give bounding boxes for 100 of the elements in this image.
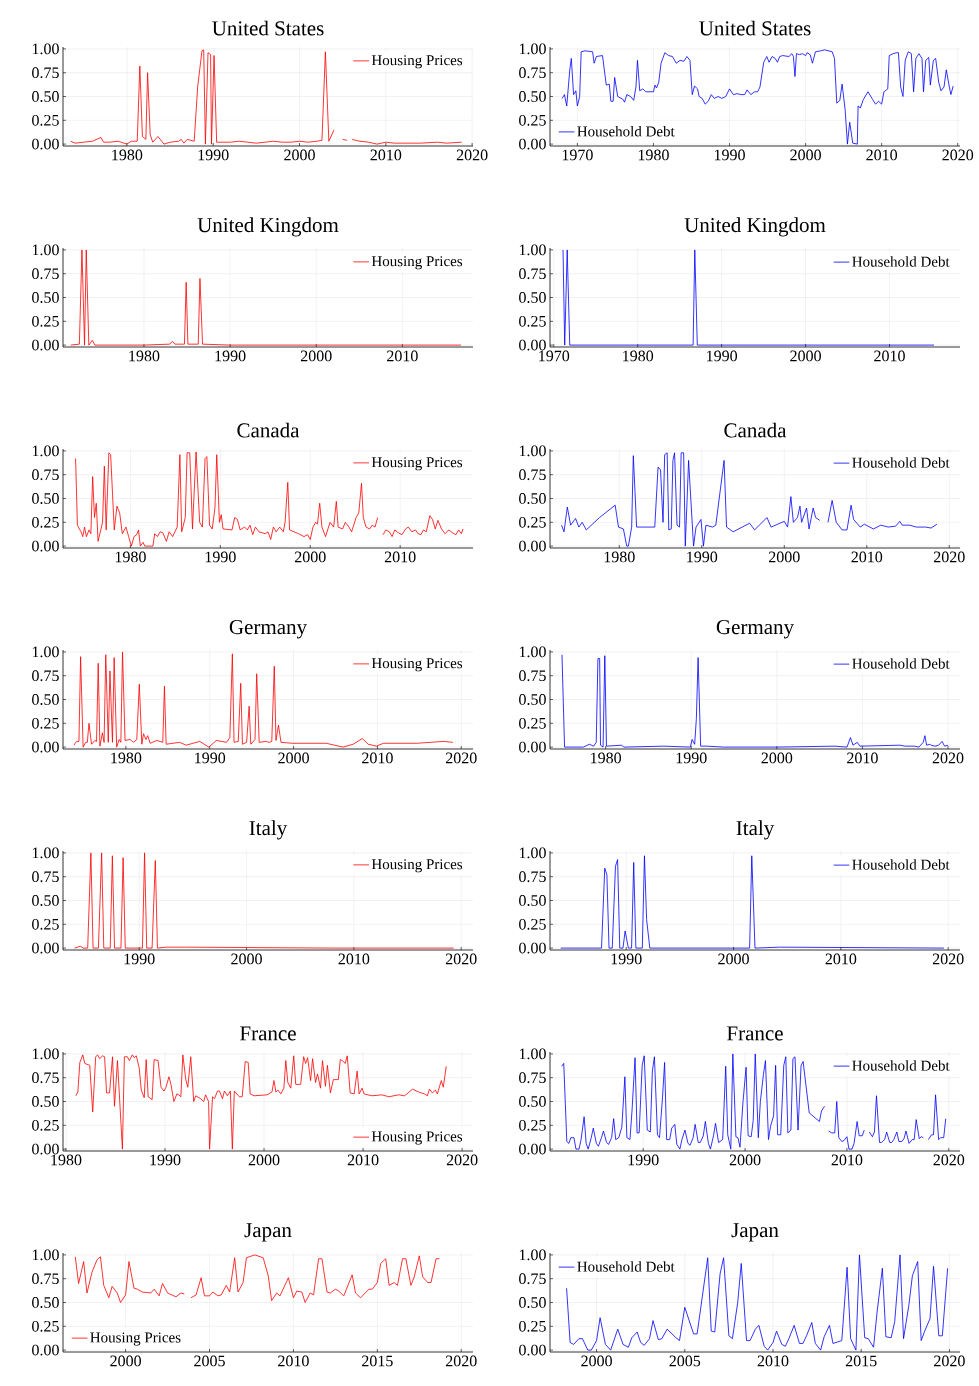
y-tick-label: 0.00 — [32, 138, 59, 150]
x-tick-label: 1990 — [611, 953, 642, 965]
y-tick-label: 0.00 — [519, 741, 546, 753]
x-tick-label: 2020 — [942, 149, 974, 161]
chart-title: Canada — [724, 422, 787, 438]
x-tick-label: 2020 — [445, 953, 477, 965]
y-tick-label: 0.50 — [519, 91, 546, 102]
y-tick-label: 0.75 — [519, 1072, 546, 1084]
y-tick-label: 0.00 — [519, 138, 546, 150]
y-tick-label: 0.00 — [519, 942, 546, 954]
y-tick-label: 1.00 — [519, 43, 546, 55]
y-tick-label: 0.00 — [519, 540, 546, 552]
y-tick-label: 0.75 — [519, 268, 546, 280]
legend-label: Housing Prices — [371, 457, 463, 471]
chart-title: United States — [699, 20, 811, 36]
legend-label: Housing Prices — [371, 658, 463, 672]
x-tick-label: 2010 — [384, 551, 416, 563]
x-tick-label: 2000 — [790, 350, 821, 362]
y-tick-label: 0.75 — [519, 670, 546, 682]
x-tick-label: 2010 — [757, 1355, 789, 1367]
legend-label: Household Debt — [852, 658, 950, 669]
y-tick-label: 0.50 — [32, 91, 59, 102]
x-tick-label: 1990 — [150, 1154, 181, 1166]
x-tick-label: 2000 — [300, 350, 332, 362]
y-tick-label: 0.25 — [519, 1119, 546, 1131]
x-tick-label: 2020 — [445, 1355, 477, 1367]
x-tick-label: 2010 — [338, 953, 370, 965]
chart-title: Italy — [249, 820, 288, 840]
chart-title: Germany — [716, 620, 794, 639]
y-tick-label: 0.00 — [519, 1344, 546, 1356]
y-tick-label: 0.25 — [32, 1119, 59, 1131]
y-tick-label: 0.50 — [519, 493, 546, 504]
x-tick-label: 2020 — [445, 752, 477, 764]
y-tick-label: 1.00 — [32, 244, 59, 256]
x-tick-label: 2020 — [456, 149, 488, 161]
y-tick-label: 0.50 — [32, 895, 59, 906]
chart-title: France — [240, 1026, 296, 1041]
x-tick-label: 2000 — [718, 953, 749, 965]
x-tick-label: 2000 — [278, 752, 309, 764]
y-tick-label: 0.50 — [519, 694, 546, 705]
x-tick-label: 2010 — [851, 551, 883, 563]
x-tick-label: 1990 — [628, 1154, 659, 1166]
y-tick-label: 0.75 — [32, 1273, 59, 1285]
y-tick-label: 1.00 — [32, 1048, 59, 1060]
chart-title: United States — [212, 20, 324, 36]
x-tick-label: 2000 — [248, 1154, 280, 1166]
y-tick-label: 0.50 — [519, 895, 546, 906]
y-tick-label: 0.00 — [32, 741, 59, 753]
y-tick-label: 0.25 — [519, 918, 546, 930]
x-tick-label: 2010 — [347, 1154, 379, 1166]
y-tick-label: 0.25 — [32, 717, 59, 729]
legend-label: Housing Prices — [90, 1332, 181, 1346]
chart-title: United Kingdom — [684, 217, 826, 237]
chart-title: Japan — [244, 1223, 292, 1242]
y-tick-label: 1.00 — [32, 445, 59, 457]
x-tick-label: 1980 — [115, 551, 146, 563]
x-tick-label: 2000 — [581, 1355, 612, 1367]
y-tick-label: 0.50 — [32, 1297, 59, 1308]
y-tick-label: 0.75 — [519, 871, 546, 883]
y-tick-label: 1.00 — [519, 646, 546, 658]
x-tick-label: 2000 — [294, 551, 326, 563]
x-tick-label: 2015 — [362, 1355, 393, 1367]
y-tick-label: 0.50 — [32, 694, 59, 705]
y-tick-label: 0.75 — [519, 469, 546, 481]
x-tick-label: 1990 — [215, 350, 246, 362]
chart-title: Canada — [237, 422, 300, 438]
y-tick-label: 0.25 — [32, 1320, 59, 1332]
legend-label: Housing Prices — [371, 256, 463, 270]
legend-label: Housing Prices — [371, 859, 463, 873]
x-tick-label: 1980 — [51, 1154, 82, 1166]
y-tick-label: 0.50 — [32, 1096, 59, 1107]
y-tick-label: 0.50 — [519, 1297, 546, 1308]
y-tick-label: 1.00 — [32, 847, 59, 859]
x-tick-label: 2000 — [110, 1355, 141, 1367]
y-tick-label: 0.75 — [32, 268, 59, 280]
y-tick-label: 1.00 — [32, 1249, 59, 1261]
y-tick-label: 0.00 — [519, 339, 546, 351]
y-tick-label: 0.25 — [32, 315, 59, 327]
y-tick-label: 0.75 — [519, 1273, 546, 1285]
y-tick-label: 1.00 — [32, 43, 59, 55]
x-tick-label: 1990 — [707, 350, 738, 362]
y-tick-label: 1.00 — [519, 445, 546, 457]
legend-label: Household Debt — [852, 1060, 950, 1071]
y-tick-label: 0.00 — [32, 1344, 59, 1356]
y-tick-label: 0.25 — [519, 516, 546, 528]
y-tick-label: 0.75 — [519, 67, 546, 79]
x-tick-label: 2010 — [847, 752, 878, 764]
chart-title: United Kingdom — [197, 217, 339, 237]
y-tick-label: 0.75 — [32, 1072, 59, 1084]
legend-label: Housing Prices — [371, 1131, 463, 1145]
x-tick-label: 2010 — [874, 350, 905, 362]
y-tick-label: 0.00 — [32, 1143, 59, 1155]
y-tick-label: 0.75 — [32, 871, 59, 883]
y-tick-label: 0.25 — [32, 516, 59, 528]
x-tick-label: 1990 — [676, 752, 707, 764]
x-tick-label: 2000 — [231, 953, 262, 965]
legend-label: Housing Prices — [371, 55, 463, 69]
y-tick-label: 0.50 — [32, 493, 59, 504]
x-tick-label: 1970 — [539, 350, 570, 362]
x-tick-label: 1990 — [195, 752, 226, 764]
